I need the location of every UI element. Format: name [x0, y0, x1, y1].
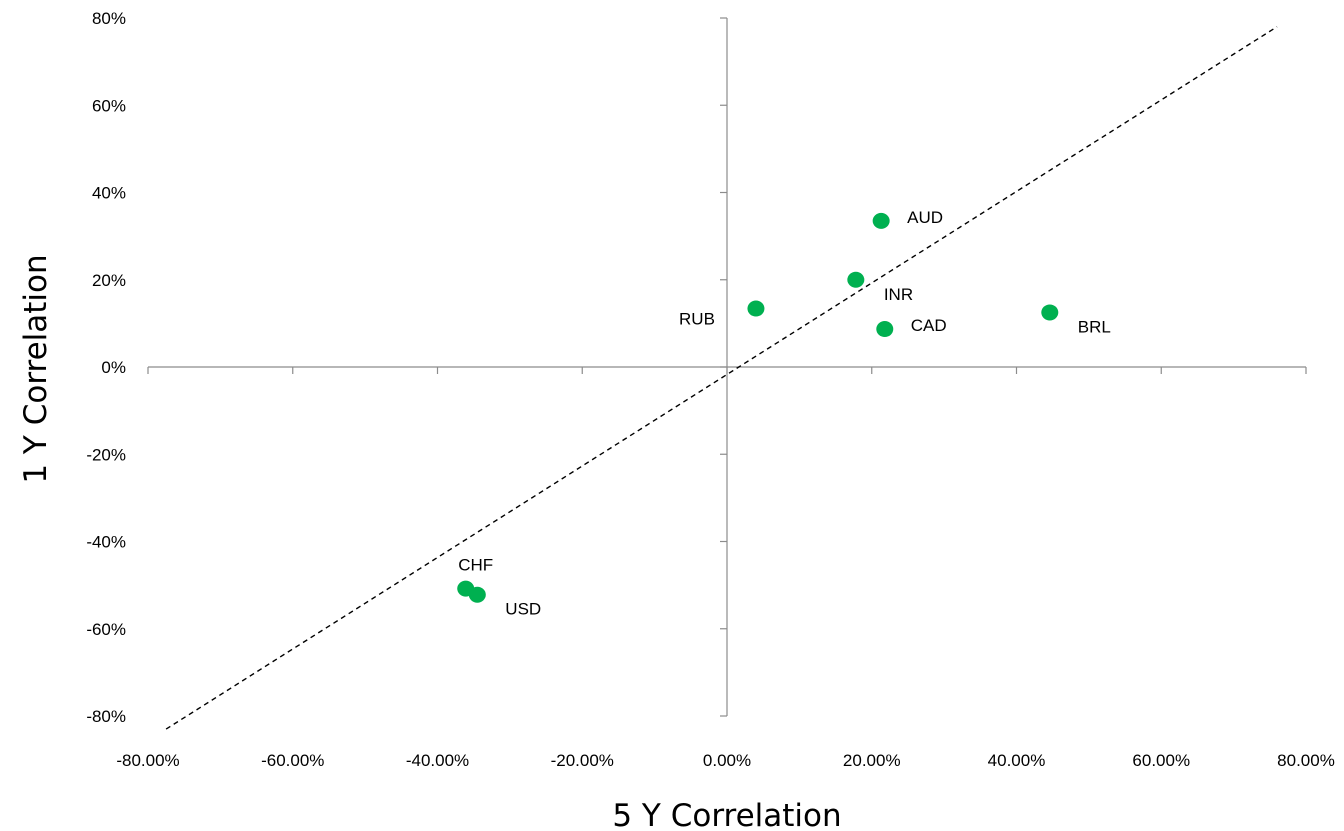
y-tick-label: 60% [92, 96, 126, 115]
y-tick-label: 40% [92, 184, 126, 203]
data-label: RUB [679, 310, 715, 329]
y-tick-label: 0% [101, 358, 126, 377]
x-tick-label: -40.00% [406, 751, 469, 770]
x-tick-label: 60.00% [1132, 751, 1190, 770]
x-tick-label: -60.00% [261, 751, 324, 770]
x-tick-label: -20.00% [551, 751, 614, 770]
data-label: AUD [907, 208, 943, 227]
data-label: USD [505, 600, 541, 619]
y-tick-label: -60% [86, 620, 126, 639]
data-label: BRL [1078, 317, 1111, 336]
data-point [872, 212, 890, 229]
data-point [847, 271, 865, 288]
data-point [876, 321, 894, 338]
data-label: CHF [458, 556, 493, 575]
axes [147, 17, 1307, 717]
data-label: INR [884, 285, 913, 304]
y-tick-label: -80% [86, 707, 126, 726]
data-point [468, 586, 486, 603]
x-tick-label: 20.00% [843, 751, 901, 770]
data-label: CAD [911, 316, 947, 335]
x-tick-label: 0.00% [703, 751, 751, 770]
x-tick-label: 40.00% [988, 751, 1046, 770]
x-axis-title: 5 Y Correlation [612, 798, 841, 831]
x-tick-label: -80.00% [116, 751, 179, 770]
y-tick-label: -40% [86, 533, 126, 552]
tick-labels: -80.00% -60.00% -40.00% -20.00% 0.00% 20.00% 4… [86, 9, 1335, 770]
data-points: AUD INR RUB CAD BRL CHF USD [457, 208, 1111, 619]
reference-line [165, 26, 1278, 730]
x-tick-label: 80.00% [1277, 751, 1335, 770]
y-tick-label: 20% [92, 271, 126, 290]
y-tick-label: 80% [92, 9, 126, 28]
y-axis-title: 1 Y Correlation [18, 254, 54, 483]
data-point [1041, 304, 1059, 321]
y-tick-label: -20% [86, 445, 126, 464]
data-point [747, 300, 765, 317]
